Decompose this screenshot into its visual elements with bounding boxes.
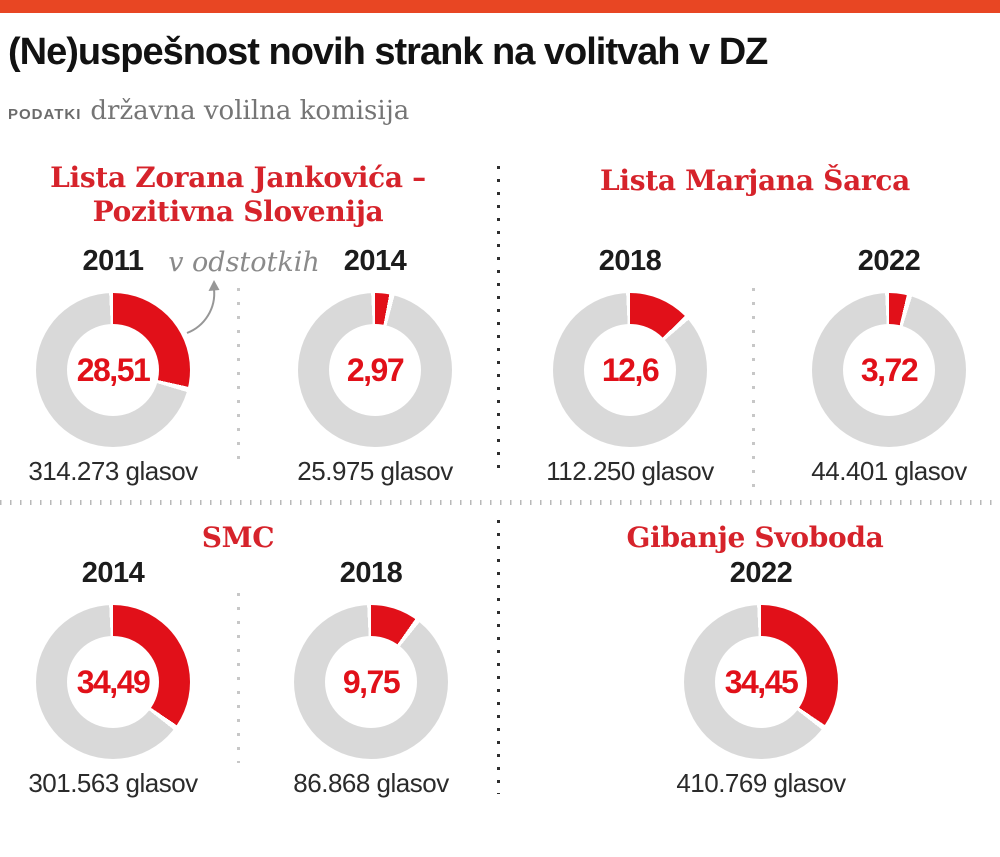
annotation-arrow-icon xyxy=(186,280,220,334)
votes-label: 314.273 glasov xyxy=(28,456,198,486)
percent-value: 9,75 xyxy=(342,663,401,700)
party-title-smc: SMC xyxy=(201,521,275,554)
donut-chart: 12,6 xyxy=(553,293,707,447)
donut-chart: 3,72 xyxy=(812,293,966,447)
donut-chart: 28,51 xyxy=(36,293,190,447)
donut-group-lms-2022: 2022 3,72 44.401 glasov xyxy=(794,246,984,487)
votes-label: 44.401 glasov xyxy=(811,456,967,486)
donut-group-smc-2014: 2014 34,49 301.563 glasov xyxy=(18,558,208,799)
donut-chart: 34,45 xyxy=(684,605,838,759)
donut-hole: 34,45 xyxy=(715,636,807,728)
party-title-gibanje-svoboda: Gibanje Svoboda xyxy=(626,521,884,554)
donut-hole: 2,97 xyxy=(329,324,421,416)
year-label: 2018 xyxy=(598,245,662,277)
donut-group-ps-2011: 2011 28,51 314.273 glasov xyxy=(18,246,208,487)
percent-value: 12,6 xyxy=(601,351,660,388)
source-row: PODATKI državna volilna komisija xyxy=(8,96,409,126)
percent-value: 2,97 xyxy=(346,351,405,388)
percent-value: 34,49 xyxy=(76,663,151,700)
source-name: državna volilna komisija xyxy=(90,96,410,126)
party-title-lista-marjana-sarca: Lista Marjana Šarca xyxy=(600,164,910,197)
donut-group-smc-2018: 2018 9,75 86.868 glasov xyxy=(276,558,466,799)
percent-value: 28,51 xyxy=(76,351,151,388)
party-title-line: Pozitivna Slovenija xyxy=(92,195,384,228)
source-label: PODATKI xyxy=(8,106,82,123)
percent-value: 3,72 xyxy=(860,351,919,388)
donut-chart: 34,49 xyxy=(36,605,190,759)
year-label: 2022 xyxy=(857,245,921,277)
divider-vertical-panel2 xyxy=(752,288,755,492)
percent-annotation: v odstotkih xyxy=(168,247,320,278)
donut-hole: 3,72 xyxy=(843,324,935,416)
year-label: 2022 xyxy=(729,557,793,589)
donut-group-lms-2018: 2018 12,6 112.250 glasov xyxy=(535,246,725,487)
donut-hole: 28,51 xyxy=(67,324,159,416)
votes-label: 86.868 glasov xyxy=(293,768,449,798)
votes-label: 25.975 glasov xyxy=(297,456,453,486)
year-label: 2014 xyxy=(81,557,145,589)
donut-chart: 2,97 xyxy=(298,293,452,447)
divider-horizontal-middle xyxy=(0,500,1000,505)
year-label: 2014 xyxy=(343,245,407,277)
votes-label: 410.769 glasov xyxy=(676,768,846,798)
donut-hole: 12,6 xyxy=(584,324,676,416)
top-accent-bar xyxy=(0,0,1000,13)
year-label: 2011 xyxy=(82,245,144,277)
donut-hole: 34,49 xyxy=(67,636,159,728)
divider-vertical-bottom-center xyxy=(497,520,500,794)
divider-vertical-top-center xyxy=(497,166,500,468)
donut-chart: 9,75 xyxy=(294,605,448,759)
donut-group-gs-2022: 2022 34,45 410.769 glasov xyxy=(666,558,856,799)
votes-label: 301.563 glasov xyxy=(28,768,198,798)
divider-vertical-panel1 xyxy=(237,288,240,466)
party-title-line: Lista Zorana Jankovića – xyxy=(50,161,426,194)
year-label: 2018 xyxy=(339,557,403,589)
divider-vertical-panel3 xyxy=(237,593,240,763)
donut-hole: 9,75 xyxy=(325,636,417,728)
party-title-pozitivna-slovenija: Lista Zorana Jankovića – Pozitivna Slove… xyxy=(0,161,476,229)
votes-label: 112.250 glasov xyxy=(546,456,714,486)
percent-value: 34,45 xyxy=(724,663,799,700)
page-title: (Ne)uspešnost novih strank na volitvah v… xyxy=(8,31,768,73)
donut-group-ps-2014: 2014 2,97 25.975 glasov xyxy=(280,246,470,487)
